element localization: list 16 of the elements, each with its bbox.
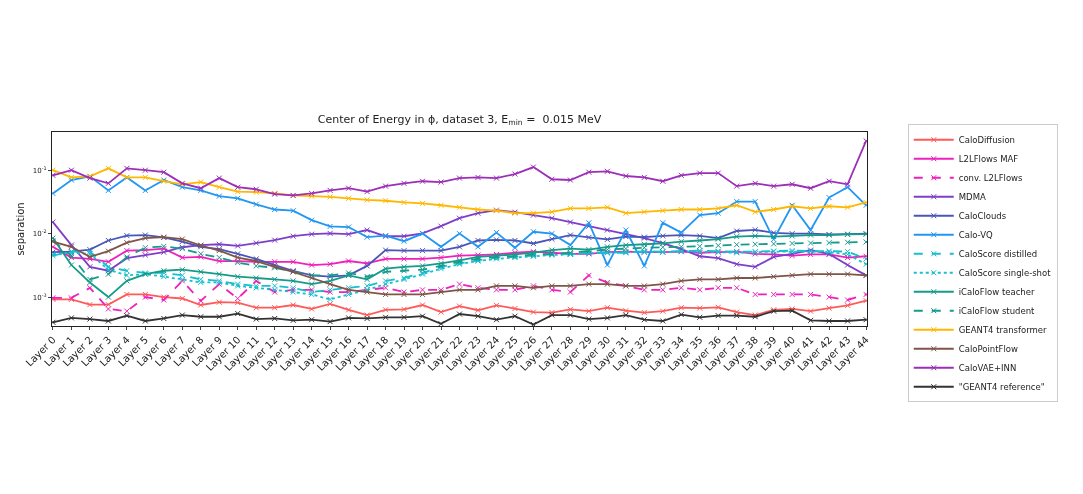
legend-label: L2LFlows MAF [958,154,1019,165]
legend-label: CaloDiffusion [958,135,1015,146]
legend-label: iCaloFlow student [958,306,1036,317]
legend-label: Calo-VQ [958,230,993,241]
y-axis-title: separation [14,202,26,256]
legend-label: CaloVAE+INN [958,363,1017,374]
legend-label: conv. L2LFlows [958,173,1024,184]
legend-label: CaloScore single-shot [958,268,1052,279]
legend-label: GEANT4 transformer [958,325,1048,336]
legend-label: CaloScore distilled [958,249,1038,260]
legend-label: "GEANT4 reference" [958,382,1045,393]
chart-title: Center of Energy in ϕ, dataset 3, E$_{min}$ = 0.015 MeV [317,112,602,128]
legend-label: MDMA [958,192,986,203]
legend-label: CaloClouds [958,211,1007,222]
legend-label: iCaloFlow teacher [958,287,1035,298]
legend-label: CaloPointFlow [958,344,1019,355]
